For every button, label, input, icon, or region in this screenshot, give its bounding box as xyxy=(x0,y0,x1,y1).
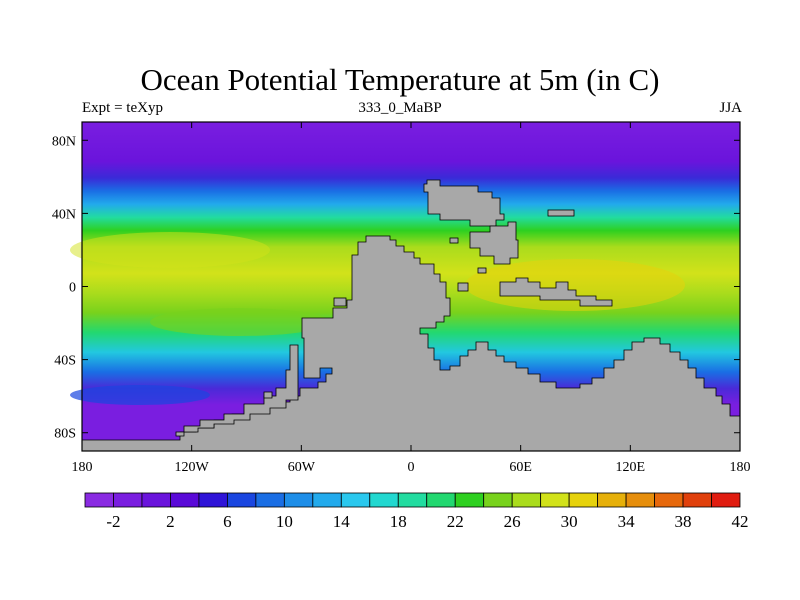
land-south-strip xyxy=(263,391,273,399)
experiment-label: Expt = teXyp xyxy=(82,100,163,116)
land-north-c xyxy=(547,209,575,217)
colorbar-label: 26 xyxy=(504,512,521,531)
x-tick-label: 180 xyxy=(72,460,93,475)
x-tick-label: 120E xyxy=(616,460,646,475)
colorbar-label: 18 xyxy=(390,512,407,531)
colorbar-swatch xyxy=(113,492,143,508)
x-tick-label: 60W xyxy=(288,460,316,475)
colorbar-swatch xyxy=(426,492,456,508)
cold-band-south xyxy=(70,385,210,405)
land-north-b xyxy=(469,221,519,265)
warm-band-west xyxy=(70,232,270,268)
land-small-d xyxy=(333,297,347,307)
land-small-c xyxy=(457,282,469,292)
colorbar-swatch xyxy=(170,492,200,508)
colorbar-swatch xyxy=(454,492,485,508)
colorbar-swatch xyxy=(226,492,257,508)
y-tick-label: 80N xyxy=(52,134,76,149)
colorbar-swatch xyxy=(540,492,570,508)
x-tick-label: 120W xyxy=(175,460,210,475)
x-tick-label: 180 xyxy=(730,460,751,475)
colorbar-swatch xyxy=(312,492,342,508)
x-axis-ticks: 180 120W 60W 0 60E 120E 180 xyxy=(72,122,751,475)
x-tick-label: 0 xyxy=(408,460,415,475)
colorbar-swatch xyxy=(654,492,684,508)
colorbar-swatch xyxy=(255,492,285,508)
colorbar-swatch xyxy=(84,492,114,508)
y-tick-label: 40S xyxy=(54,354,76,369)
colorbar-swatch xyxy=(397,492,428,508)
colorbar-label: 14 xyxy=(333,512,351,531)
land-east-arm xyxy=(499,277,613,307)
colorbar-swatch xyxy=(711,492,741,508)
colorbar-label: 30 xyxy=(561,512,578,531)
colorbar-swatch xyxy=(568,492,599,508)
colorbar-swatch xyxy=(682,492,712,508)
map-title: Ocean Potential Temperature at 5m (in C) xyxy=(140,62,660,97)
colorbar-label: 42 xyxy=(732,512,749,531)
land-small-b xyxy=(477,267,487,274)
colorbar-swatch xyxy=(483,492,513,508)
colorbar-label: 38 xyxy=(675,512,692,531)
colorbar-label: 2 xyxy=(166,512,175,531)
warm-pool xyxy=(465,259,685,311)
colorbar-swatch xyxy=(369,492,399,508)
colorbar-swatch xyxy=(141,492,171,508)
y-tick-label: 40N xyxy=(52,207,76,222)
colorbar-label: 22 xyxy=(447,512,464,531)
y-tick-label: 80S xyxy=(54,427,76,442)
season-label: JJA xyxy=(719,100,742,116)
land-small-a xyxy=(449,237,459,244)
colorbar-label: -2 xyxy=(106,512,120,531)
land-north-a xyxy=(423,179,505,227)
colorbar-label: 6 xyxy=(223,512,232,531)
colorbar-swatch xyxy=(625,492,655,508)
colorbar-label: 10 xyxy=(276,512,293,531)
colorbar-swatch xyxy=(198,492,228,508)
green-band-west xyxy=(150,308,330,336)
colorbar-swatch xyxy=(597,492,627,508)
colorbar-swatch xyxy=(283,492,314,508)
colorbar-swatch xyxy=(340,492,371,508)
colorbar: -2 2 6 10 14 18 22 26 30 34 38 42 xyxy=(84,492,749,531)
colorbar-swatch xyxy=(511,492,542,508)
land-masses xyxy=(81,179,741,452)
y-tick-label: 0 xyxy=(69,281,76,296)
x-tick-label: 60E xyxy=(509,460,532,475)
time-label: 333_0_MaBP xyxy=(358,100,442,116)
colorbar-label: 34 xyxy=(618,512,636,531)
y-axis-ticks: 80N 40N 0 40S 80S xyxy=(52,134,740,442)
